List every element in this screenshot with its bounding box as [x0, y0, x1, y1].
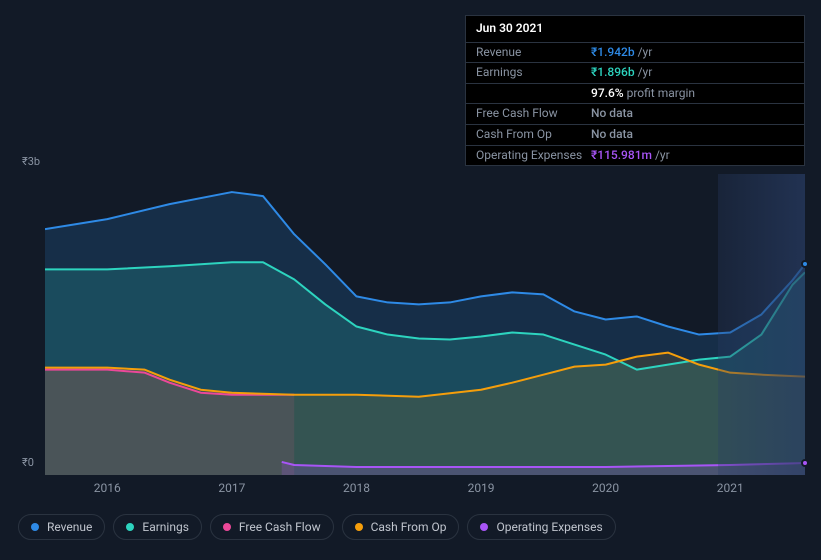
x-axis-tick: 2017	[218, 481, 245, 495]
legend-dot-icon	[31, 523, 39, 531]
tooltip-row: 97.6% profit margin	[466, 84, 804, 105]
x-axis-tick: 2021	[717, 481, 744, 495]
chart-legend: Revenue Earnings Free Cash Flow Cash From O…	[18, 514, 616, 540]
tooltip-row-label: Cash From Op	[476, 127, 591, 143]
financial-area-chart	[45, 174, 805, 475]
y-axis-label-min: ₹0	[22, 456, 34, 469]
tooltip-row-label: Free Cash Flow	[476, 106, 591, 122]
legend-dot-icon	[126, 523, 134, 531]
tooltip-row: Cash From OpNo data	[466, 125, 804, 146]
x-axis-tick: 2016	[94, 481, 121, 495]
x-axis-tick: 2020	[592, 481, 619, 495]
legend-item[interactable]: Operating Expenses	[467, 514, 615, 540]
tooltip-row-label: Operating Expenses	[476, 148, 591, 164]
tooltip-row: Earnings₹1.896b /yr	[466, 63, 804, 84]
legend-dot-icon	[223, 523, 231, 531]
legend-item[interactable]: Cash From Op	[342, 514, 460, 540]
legend-label: Earnings	[142, 520, 189, 534]
tooltip-date: Jun 30 2021	[466, 16, 804, 43]
y-axis-label-max: ₹3b	[22, 155, 40, 168]
legend-label: Revenue	[47, 520, 92, 534]
tooltip-row-value: ₹1.942b /yr	[591, 45, 652, 61]
tooltip-row-value: ₹1.896b /yr	[591, 65, 652, 81]
legend-label: Operating Expenses	[496, 520, 602, 534]
tooltip-row-label: Earnings	[476, 65, 591, 81]
series-end-marker	[801, 260, 809, 268]
legend-item[interactable]: Free Cash Flow	[210, 514, 334, 540]
legend-dot-icon	[480, 523, 488, 531]
tooltip-row-value: No data	[591, 106, 633, 122]
tooltip-row: Free Cash FlowNo data	[466, 104, 804, 125]
tooltip-row: Operating Expenses₹115.981m /yr	[466, 146, 804, 166]
x-axis-tick: 2019	[468, 481, 495, 495]
legend-item[interactable]: Revenue	[18, 514, 105, 540]
series-end-marker	[801, 459, 809, 467]
tooltip-row-value: 97.6% profit margin	[591, 86, 695, 102]
legend-label: Free Cash Flow	[239, 520, 321, 534]
tooltip-row-label: Revenue	[476, 45, 591, 61]
tooltip-row-label	[476, 86, 591, 102]
hover-tooltip: Jun 30 2021 Revenue₹1.942b /yrEarnings₹1…	[465, 15, 805, 166]
tooltip-row-value: ₹115.981m /yr	[591, 148, 670, 164]
legend-item[interactable]: Earnings	[113, 514, 202, 540]
legend-dot-icon	[355, 523, 363, 531]
tooltip-row: Revenue₹1.942b /yr	[466, 43, 804, 64]
tooltip-row-value: No data	[591, 127, 633, 143]
x-axis-tick: 2018	[343, 481, 370, 495]
legend-label: Cash From Op	[371, 520, 447, 534]
